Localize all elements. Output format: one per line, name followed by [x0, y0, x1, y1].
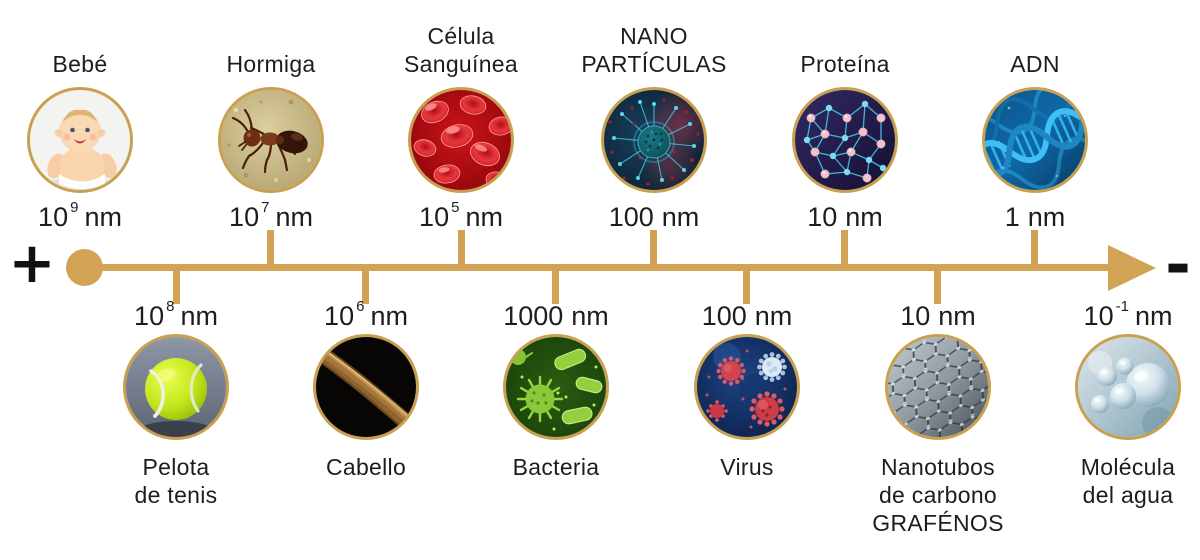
axis-tick: [934, 268, 941, 304]
axis-start-dot: [66, 249, 103, 286]
scale-item-pelota-de-tenis: 10 8 nm Pelota de tenis: [69, 296, 283, 509]
item-size-value: 1000 nm: [503, 301, 609, 331]
dna-photo: [982, 87, 1088, 193]
item-label: NANO PARTÍCULAS: [581, 23, 727, 77]
minus-sign: -: [1165, 228, 1191, 301]
item-label: Cabello: [325, 454, 407, 480]
item-label: ADN: [1010, 51, 1060, 77]
nanoparticle-photo: [601, 87, 707, 193]
axis-tick: [173, 268, 180, 304]
blood-cells-photo: [408, 87, 514, 193]
item-label: Proteína: [800, 51, 890, 77]
item-label: Bacteria: [512, 454, 600, 480]
ant-photo: [218, 87, 324, 193]
scale-item-bebe: Bebé 10 9 nm: [0, 14, 187, 232]
item-label: Virus: [720, 454, 774, 480]
item-size-value: 10 -1 nm: [1083, 298, 1173, 331]
item-size-value: 10 9 nm: [38, 199, 122, 232]
axis-tick: [362, 268, 369, 304]
axis-tick: [650, 230, 657, 267]
scale-item-nanotubos-grafenos: 10 nm: [831, 296, 1045, 537]
scale-item-nanoparticulas: NANO PARTÍCULAS: [547, 14, 761, 232]
scale-item-bacteria: 1000 nm: [449, 296, 663, 481]
axis-tick: [267, 230, 274, 267]
scale-item-cabello: 10 6 nm Cabello: [259, 296, 473, 481]
bacteria-photo: [503, 334, 609, 440]
item-size-value: 10 5 nm: [419, 199, 503, 232]
axis-tick: [841, 230, 848, 267]
item-size-value: 10 7 nm: [229, 199, 313, 232]
axis-tick: [552, 268, 559, 304]
axis-tick: [1031, 230, 1038, 267]
axis-tick: [458, 230, 465, 267]
scale-axis-line: [84, 264, 1112, 271]
scale-item-virus: 100 nm: [640, 296, 854, 481]
item-size-value: 100 nm: [608, 202, 700, 232]
item-label: Pelota de tenis: [134, 454, 218, 508]
scale-item-celula-sanguinea: Célula Sanguínea: [354, 14, 568, 232]
item-size-value: 10 nm: [900, 301, 976, 331]
scale-item-adn: ADN: [928, 14, 1142, 232]
tennis-ball-photo: [123, 334, 229, 440]
axis-arrowhead: [1108, 245, 1156, 291]
scale-item-hormiga: Hormiga: [164, 14, 378, 232]
item-label: Célula Sanguínea: [404, 23, 518, 77]
item-size-value: 10 nm: [807, 202, 883, 232]
hair-photo: [313, 334, 419, 440]
item-size-value: 1 nm: [1004, 202, 1066, 232]
item-label: Hormiga: [226, 51, 316, 77]
scale-item-proteina: Proteína: [738, 14, 952, 232]
graphene-photo: [885, 334, 991, 440]
scale-item-molecula-del-agua: 10 -1 nm: [1021, 296, 1200, 509]
protein-photo: [792, 87, 898, 193]
item-size-value: 100 nm: [701, 301, 793, 331]
axis-tick: [743, 268, 750, 304]
item-size-value: 10 6 nm: [324, 298, 408, 331]
item-label: Molécula del agua: [1080, 454, 1176, 508]
item-size-value: 10 8 nm: [134, 298, 218, 331]
baby-photo: [27, 87, 133, 193]
item-label: Bebé: [52, 51, 108, 77]
plus-sign: +: [8, 231, 56, 296]
item-label: Nanotubos de carbono GRAFÉNOS: [872, 454, 1004, 536]
virus-photo: [694, 334, 800, 440]
water-molecule-photo: [1075, 334, 1181, 440]
